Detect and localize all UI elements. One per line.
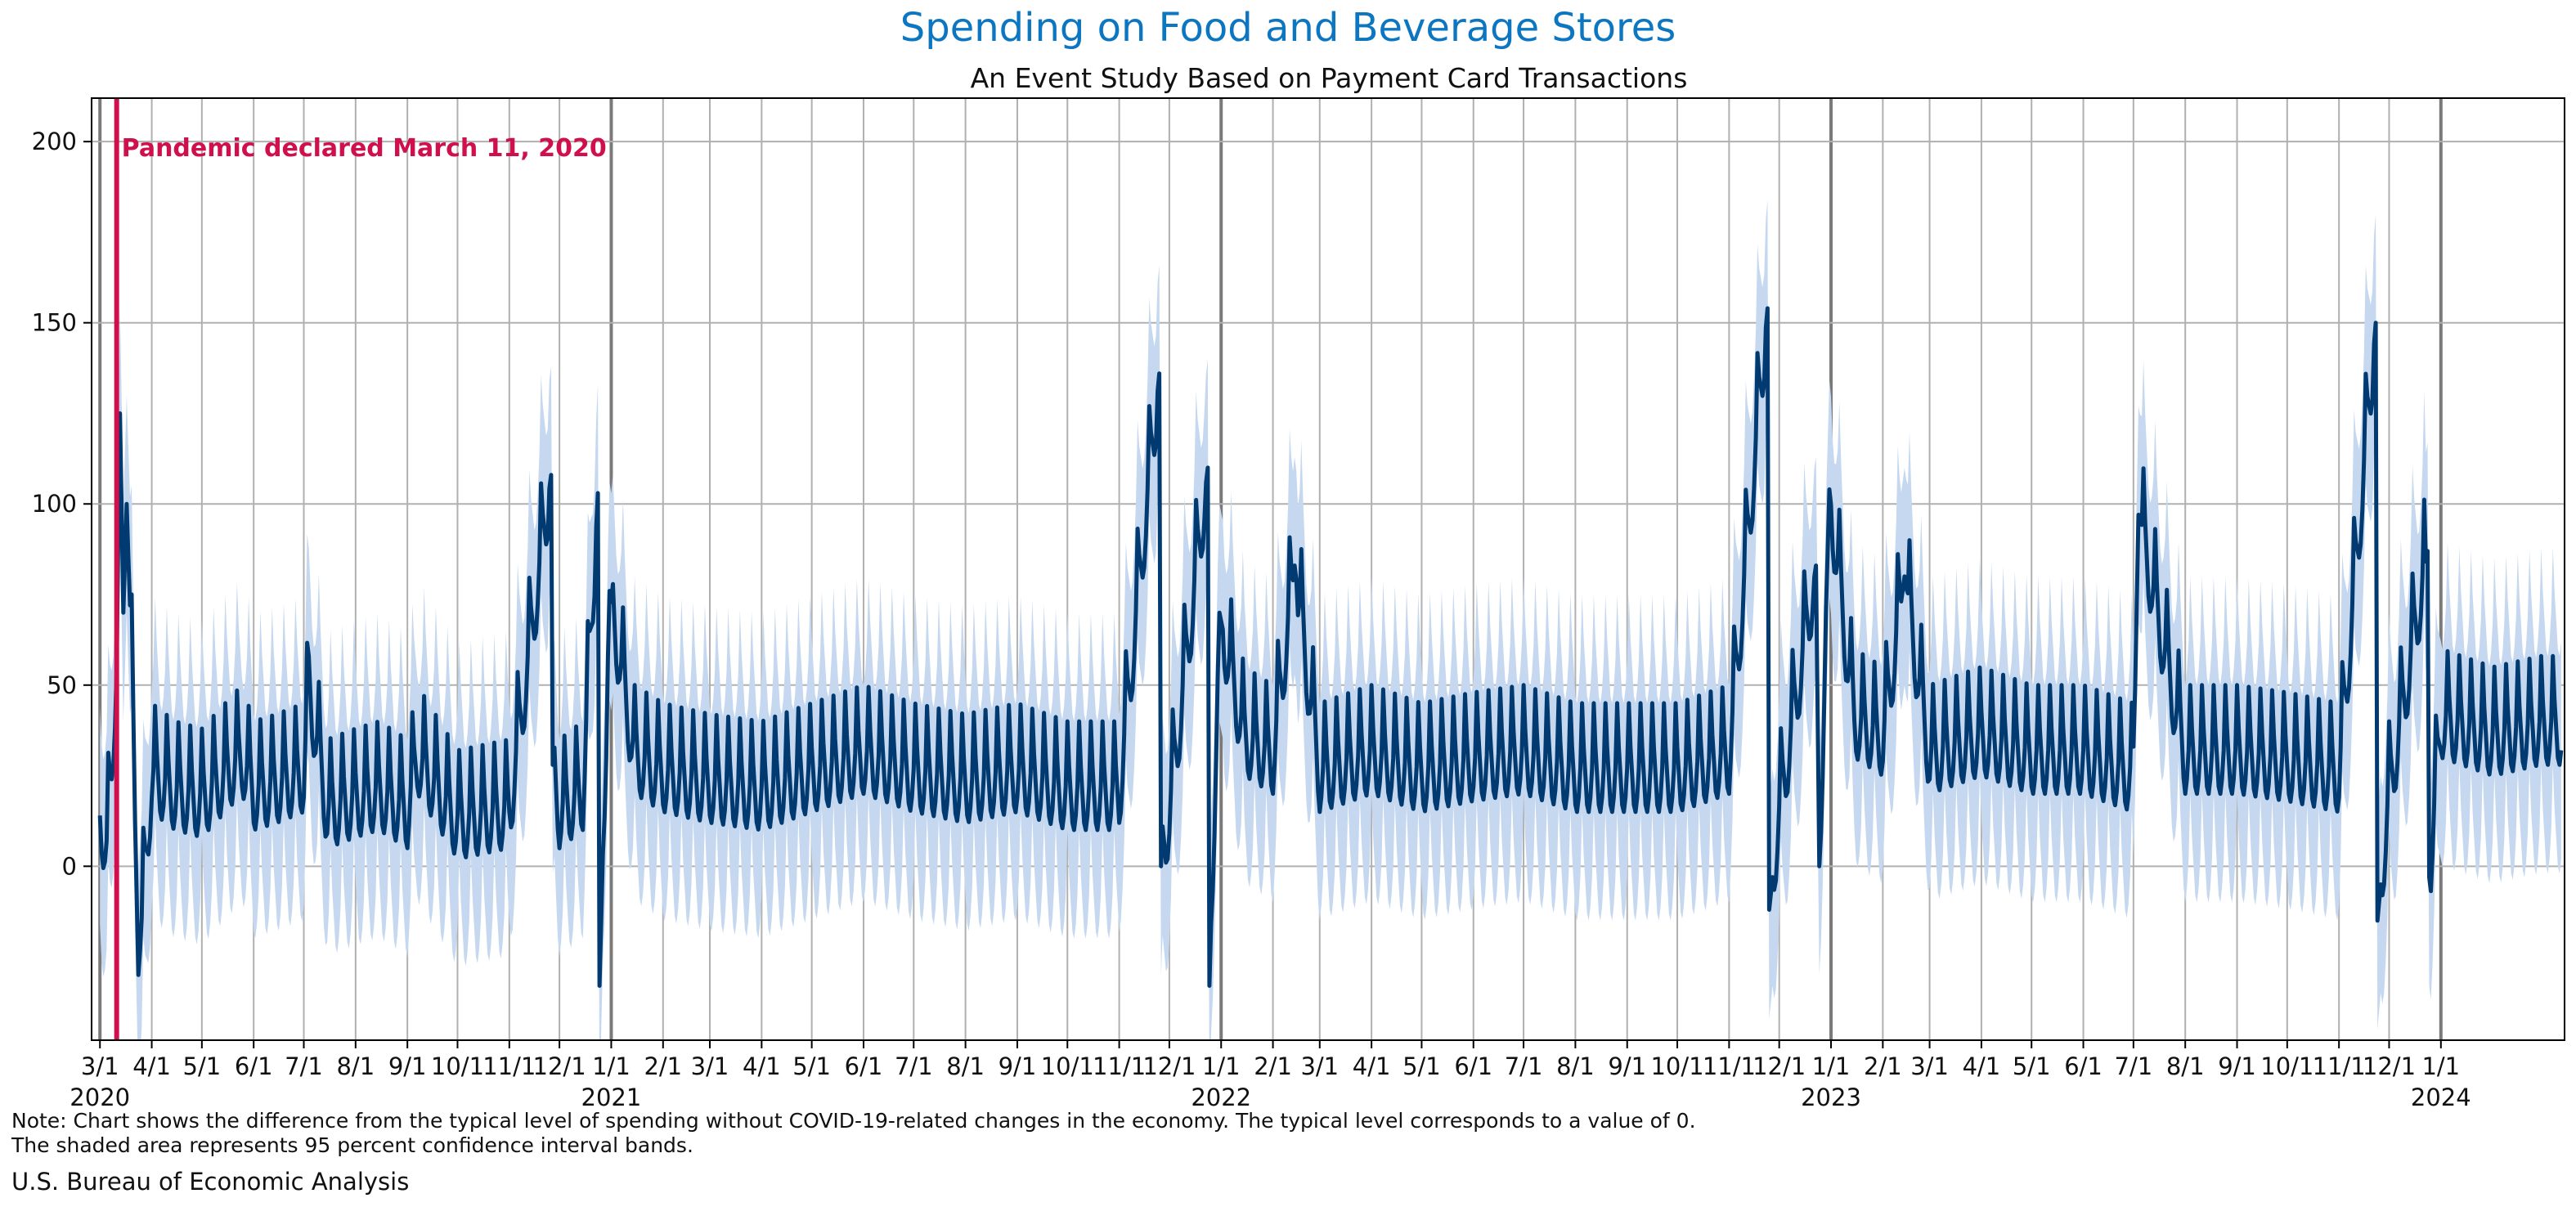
event-layer: Pandemic declared March 11, 2020	[114, 98, 607, 1040]
source-credit: U.S. Bureau of Economic Analysis	[11, 1168, 410, 1196]
x-tick-label: 5/1	[2013, 1052, 2051, 1080]
x-tick-label: 9/1	[1608, 1052, 1646, 1080]
x-tick-label: 11/1	[2313, 1052, 2366, 1080]
x-tick-label: 8/1	[336, 1052, 375, 1080]
x-tick-label: 7/1	[1505, 1052, 1543, 1080]
x-tick-label: 3/1	[1910, 1052, 1949, 1080]
y-tick-label: 150	[32, 309, 77, 337]
x-tick-label: 1/1	[592, 1052, 631, 1080]
series-line-layer	[97, 306, 2564, 988]
x-tick-label: 1/1	[2421, 1052, 2460, 1080]
x-tick-label: 7/1	[2115, 1052, 2153, 1080]
note-line-1: Note: Chart shows the difference from th…	[11, 1109, 1696, 1133]
note-line-2: The shaded area represents 95 percent co…	[11, 1133, 693, 1157]
x-year-label: 2022	[1191, 1084, 1251, 1111]
confidence-band-layer	[100, 200, 2561, 1040]
x-year-label: 2023	[1801, 1084, 1861, 1111]
x-year-label: 2020	[70, 1084, 130, 1111]
x-tick-label: 4/1	[132, 1052, 171, 1080]
x-tick-label: 8/1	[2166, 1052, 2205, 1080]
x-tick-label: 6/1	[1454, 1052, 1492, 1080]
x-tick-label: 9/1	[999, 1052, 1037, 1080]
x-tick-label: 2/1	[1864, 1052, 1902, 1080]
x-tick-label: 4/1	[1963, 1052, 2001, 1080]
chart-note: Note: Chart shows the difference from th…	[11, 1109, 1696, 1158]
y-tick-label: 200	[32, 128, 77, 155]
x-tick-label: 7/1	[285, 1052, 323, 1080]
x-tick-label: 2/1	[1254, 1052, 1292, 1080]
x-tick-label: 11/1	[482, 1052, 536, 1080]
x-tick-label: 8/1	[946, 1052, 985, 1080]
x-tick-label: 11/1	[1703, 1052, 1756, 1080]
series-line	[97, 306, 2564, 988]
x-tick-label: 12/1	[1752, 1052, 1806, 1080]
x-tick-label: 4/1	[743, 1052, 781, 1080]
event-label: Pandemic declared March 11, 2020	[122, 134, 607, 163]
y-tick-label: 50	[47, 671, 77, 699]
x-tick-label: 12/1	[533, 1052, 586, 1080]
x-tick-label: 10/1	[2260, 1052, 2313, 1080]
x-tick-label: 3/1	[81, 1052, 119, 1080]
x-year-label: 2024	[2411, 1084, 2471, 1111]
x-tick-label: 3/1	[691, 1052, 729, 1080]
x-tick-label: 1/1	[1202, 1052, 1241, 1080]
chart-subtitle: An Event Study Based on Payment Card Tra…	[970, 62, 1688, 94]
x-tick-label: 5/1	[792, 1052, 831, 1080]
x-tick-label: 6/1	[2064, 1052, 2103, 1080]
y-tick-label: 100	[32, 490, 77, 518]
chart-title: Spending on Food and Beverage Stores	[900, 5, 1676, 51]
x-tick-label: 9/1	[2218, 1052, 2256, 1080]
x-year-label: 2021	[581, 1084, 642, 1111]
x-tick-label: 10/1	[1041, 1052, 1094, 1080]
x-tick-label: 8/1	[1556, 1052, 1595, 1080]
x-tick-label: 5/1	[183, 1052, 222, 1080]
x-tick-label: 10/1	[1650, 1052, 1703, 1080]
plot-frame	[91, 97, 2565, 1041]
x-tick-label: 6/1	[235, 1052, 273, 1080]
x-tick-label: 6/1	[845, 1052, 883, 1080]
y-tick-label: 0	[62, 852, 77, 880]
x-tick-label: 7/1	[895, 1052, 933, 1080]
confidence-band	[100, 200, 2561, 1040]
x-tick-label: 11/1	[1093, 1052, 1146, 1080]
x-tick-label: 12/1	[2363, 1052, 2416, 1080]
x-tick-label: 12/1	[1142, 1052, 1196, 1080]
x-tick-label: 2/1	[644, 1052, 682, 1080]
x-tick-label: 4/1	[1353, 1052, 1391, 1080]
x-tick-label: 10/1	[431, 1052, 484, 1080]
x-tick-label: 3/1	[1300, 1052, 1339, 1080]
x-tick-label: 1/1	[1812, 1052, 1851, 1080]
x-tick-label: 9/1	[388, 1052, 427, 1080]
x-tick-label: 5/1	[1402, 1052, 1441, 1080]
